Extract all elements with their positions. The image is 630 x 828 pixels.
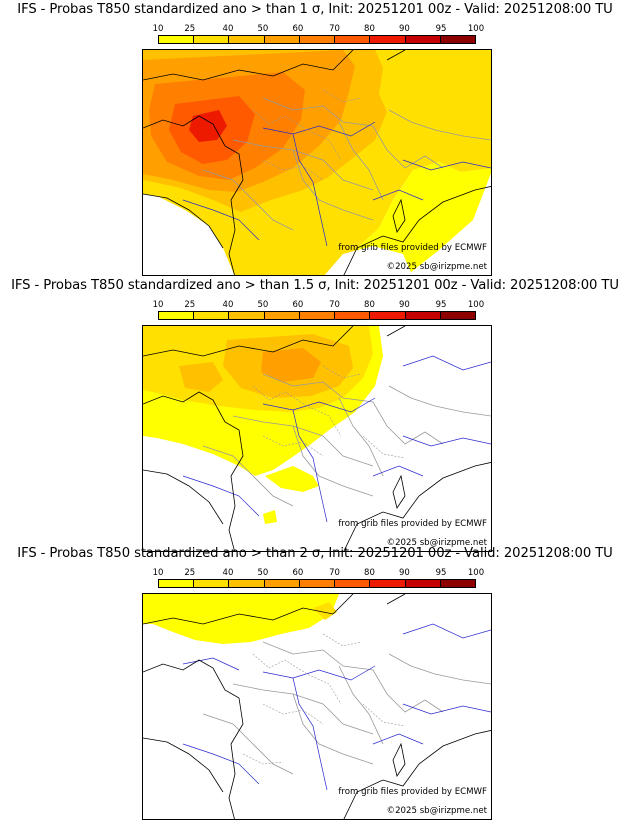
scale-swatch [194,580,230,587]
scale-tick-label: 10 [152,300,164,310]
map-drawing [143,326,491,551]
copyright-credit: ©2025 sb@irizpme.net [386,806,488,816]
scale-tick-label: 25 [184,300,196,310]
scale-tick-label: 40 [222,24,234,34]
scale-swatch [159,580,195,587]
probability-scale-labels: 10 25 40 50 60 70 80 90 95 100 [153,24,485,34]
scale-swatch [159,36,195,43]
scale-swatch [299,312,336,319]
data-source-credit: from grib files provided by ECMWF [338,243,487,253]
scale-swatch [335,312,371,319]
probability-map: from grib files provided by ECMWF ©2025 … [142,49,492,276]
scale-swatch [299,36,336,43]
forecast-panel-1sigma: IFS - Probas T850 standardized ano > tha… [0,0,630,276]
scale-swatch [229,36,265,43]
probability-scale-labels: 10 25 40 50 60 70 80 90 95 100 [153,300,485,310]
scale-tick-label: 10 [152,568,164,578]
scale-swatch [194,312,230,319]
scale-swatch [335,36,371,43]
scale-swatch [405,36,441,43]
scale-tick-label: 60 [292,568,304,578]
probability-color-scale [158,579,476,588]
panel-title: IFS - Probas T850 standardized ano > tha… [11,278,619,293]
scale-tick-label: 70 [329,24,340,34]
scale-tick-label: 50 [257,300,269,310]
scale-swatch [440,36,475,43]
scale-tick-label: 40 [222,568,234,578]
scale-tick-label: 100 [467,300,485,310]
scale-tick-label: 90 [399,24,410,34]
scale-swatch [159,312,195,319]
scale-tick-label: 95 [435,24,447,34]
scale-swatch [264,580,300,587]
scale-tick-label: 100 [467,568,485,578]
scale-swatch [194,36,230,43]
scale-swatch [229,580,265,587]
scale-tick-label: 100 [467,24,485,34]
scale-swatch [335,580,371,587]
scale-tick-label: 40 [222,300,234,310]
forecast-panel-2sigma: IFS - Probas T850 standardized ano > tha… [0,544,630,820]
scale-tick-label: 90 [399,300,410,310]
map-drawing [143,50,491,275]
scale-swatch [264,36,300,43]
panel-title: IFS - Probas T850 standardized ano > tha… [17,546,613,561]
scale-swatch [440,312,475,319]
scale-tick-label: 90 [399,568,410,578]
scale-swatch [299,580,336,587]
probability-color-scale [158,35,476,44]
probability-scale-labels: 10 25 40 50 60 70 80 90 95 100 [153,568,485,578]
probability-color-scale [158,311,476,320]
copyright-credit: ©2025 sb@irizpme.net [386,262,488,272]
scale-tick-label: 80 [364,24,375,34]
scale-swatch [229,312,265,319]
scale-tick-label: 80 [364,568,375,578]
probability-map: from grib files provided by ECMWF ©2025 … [142,325,492,552]
data-source-credit: from grib files provided by ECMWF [338,787,487,797]
scale-tick-label: 80 [364,300,375,310]
scale-tick-label: 10 [152,24,164,34]
scale-tick-label: 95 [435,300,447,310]
panel-title: IFS - Probas T850 standardized ano > tha… [17,2,613,17]
scale-swatch [405,580,441,587]
scale-tick-label: 25 [184,568,196,578]
scale-swatch [405,312,441,319]
map-drawing [143,594,491,819]
probability-map: from grib files provided by ECMWF ©2025 … [142,593,492,820]
forecast-panel-1-5sigma: IFS - Probas T850 standardized ano > tha… [0,276,630,552]
scale-tick-label: 25 [184,24,196,34]
scale-tick-label: 70 [329,300,340,310]
scale-tick-label: 60 [292,24,304,34]
scale-swatch [370,312,406,319]
scale-swatch [370,36,406,43]
scale-swatch [370,580,406,587]
data-source-credit: from grib files provided by ECMWF [338,519,487,529]
scale-tick-label: 70 [329,568,340,578]
scale-tick-label: 50 [257,568,269,578]
scale-swatch [440,580,475,587]
copyright-credit: ©2025 sb@irizpme.net [386,538,488,548]
scale-swatch [264,312,300,319]
scale-tick-label: 60 [292,300,304,310]
scale-tick-label: 50 [257,24,269,34]
scale-tick-label: 95 [435,568,447,578]
